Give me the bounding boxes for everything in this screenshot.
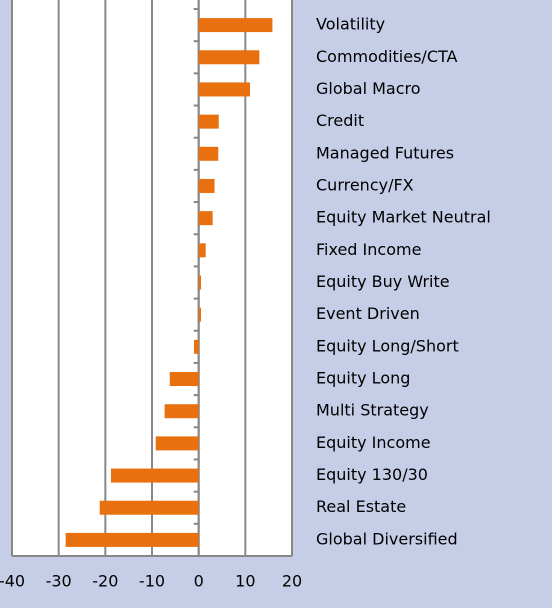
category-label: Commodities/CTA [316, 47, 458, 66]
x-tick-label: 10 [235, 572, 255, 591]
category-label: Multi Strategy [316, 401, 429, 420]
bar [198, 243, 206, 258]
category-label: Equity Long/Short [316, 336, 459, 355]
category-label: Global Diversified [316, 529, 458, 548]
bar [110, 468, 199, 483]
bar [194, 339, 199, 354]
category-label: Global Macro [316, 79, 421, 98]
category-label: Event Driven [316, 304, 420, 323]
x-tick-label: 0 [194, 572, 204, 591]
category-label: Volatility [316, 15, 385, 34]
bar [198, 211, 213, 226]
category-label: Real Estate [316, 497, 406, 516]
bar [198, 307, 201, 322]
bar [198, 82, 250, 97]
bar [169, 372, 199, 387]
bar [198, 146, 219, 161]
bar [164, 404, 199, 419]
bar [65, 532, 199, 547]
bar [198, 50, 260, 65]
bar [198, 178, 215, 193]
category-label: Managed Futures [316, 143, 454, 162]
x-tick-label: -10 [139, 572, 165, 591]
bar [198, 114, 219, 129]
x-tick-label: 20 [282, 572, 302, 591]
bar [99, 500, 199, 515]
x-tick-label: -30 [46, 572, 72, 591]
bar [198, 275, 201, 290]
category-label: Equity Buy Write [316, 272, 450, 291]
category-label: Equity Market Neutral [316, 208, 491, 227]
category-label: Currency/FX [316, 175, 414, 194]
category-label: Equity Long [316, 369, 410, 388]
x-tick-label: -40 [0, 572, 25, 591]
category-label: Fixed Income [316, 240, 421, 259]
category-label: Equity Income [316, 433, 431, 452]
bar [155, 436, 199, 451]
bar [198, 18, 273, 33]
x-tick-label: -20 [92, 572, 118, 591]
category-label: Equity 130/30 [316, 465, 428, 484]
category-label: Credit [316, 111, 364, 130]
